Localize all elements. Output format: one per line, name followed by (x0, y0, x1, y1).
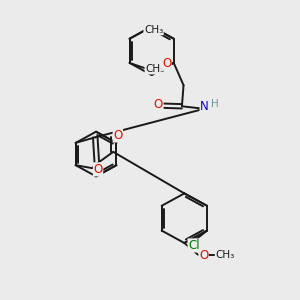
Text: H: H (211, 99, 218, 109)
Text: O: O (113, 129, 122, 142)
Text: O: O (154, 98, 163, 111)
Text: CH₃: CH₃ (215, 250, 235, 260)
Text: CH₃: CH₃ (145, 64, 164, 74)
Text: CH₃: CH₃ (144, 25, 163, 35)
Text: O: O (199, 249, 208, 262)
Text: O: O (162, 57, 171, 70)
Text: Cl: Cl (188, 239, 200, 252)
Text: N: N (200, 100, 209, 113)
Text: O: O (93, 163, 103, 176)
